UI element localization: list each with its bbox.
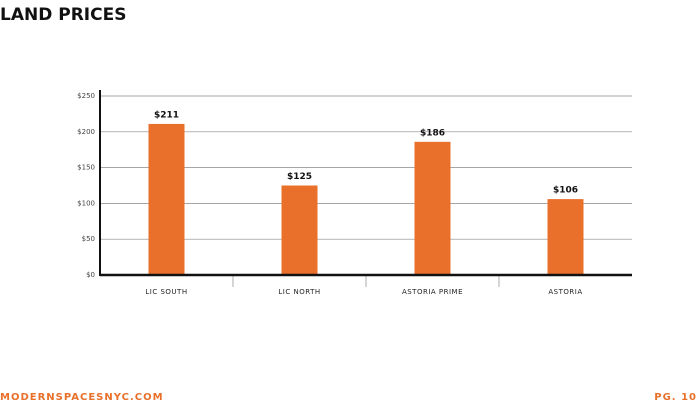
page-title: LAND PRICES <box>0 5 126 25</box>
bar <box>547 199 584 275</box>
bar <box>281 185 318 275</box>
value-label: $186 <box>420 128 445 138</box>
value-label: $125 <box>287 172 312 182</box>
x-tick-label: LIC NORTH <box>278 288 320 296</box>
footer-page: PG. 10 <box>654 392 697 403</box>
y-tick-label: $0 <box>86 271 95 279</box>
y-tick-label: $200 <box>77 128 95 136</box>
footer-site: MODERNSPACESNYC.COM <box>0 392 164 403</box>
x-tick-label: ASTORIA PRIME <box>402 288 463 296</box>
value-label: $106 <box>553 186 578 196</box>
y-tick-label: $150 <box>77 164 95 172</box>
y-tick-label: $250 <box>77 92 95 100</box>
x-tick-label: LIC SOUTH <box>145 288 187 296</box>
y-tick-label: $100 <box>77 199 95 207</box>
bar <box>414 141 451 275</box>
chart: $0 $50 $100 $150 $200 $250 LIC SOUTH $211 LIC NO… <box>77 90 632 296</box>
y-tick-label: $50 <box>82 235 95 243</box>
bar <box>148 123 185 275</box>
value-label: $211 <box>154 110 179 120</box>
x-tick-label: ASTORIA <box>548 288 582 296</box>
